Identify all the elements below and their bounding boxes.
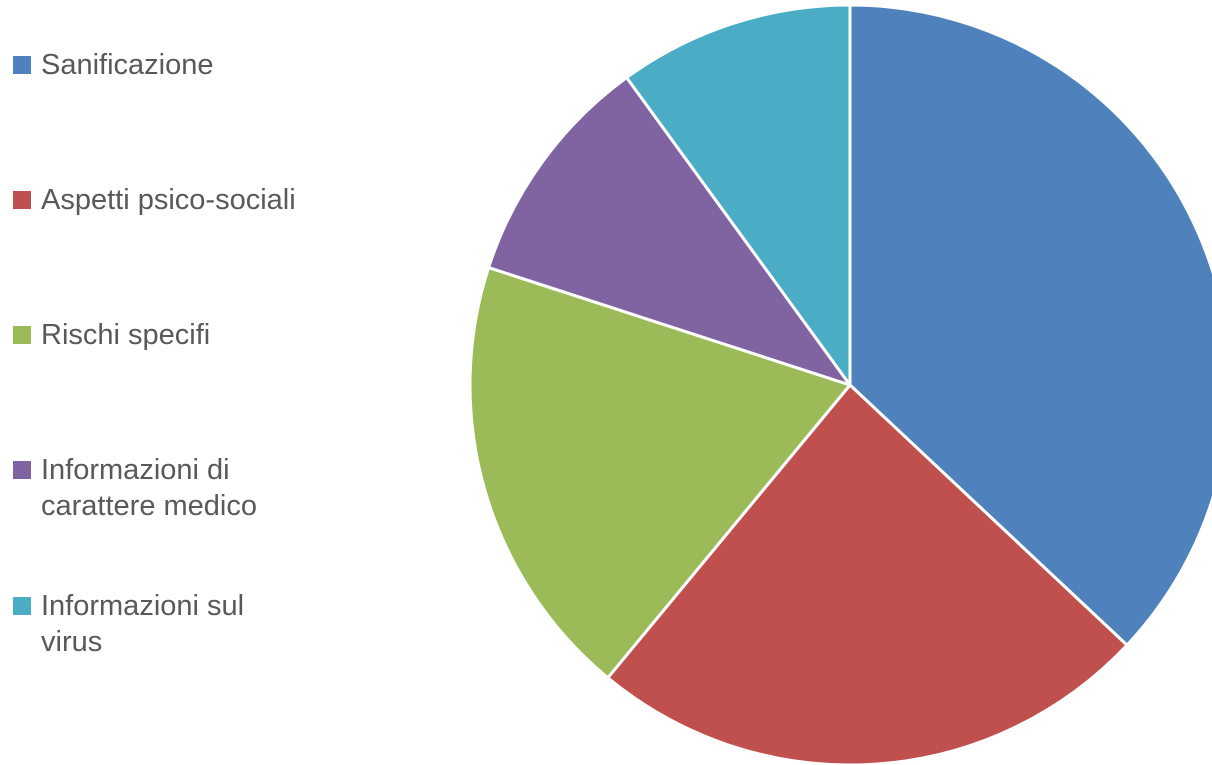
legend-label-sanificazione: Sanificazione	[41, 49, 214, 81]
pie-slice-informazioni-di-carattere-medico	[487, 76, 852, 387]
legend-label-rischi-specifi: Rischi specifi	[41, 319, 211, 351]
legend-swatch-rischi-specifi	[13, 326, 31, 344]
legend-swatch-informazioni-sul-virus	[13, 597, 31, 615]
pie-slice-sanificazione	[848, 3, 1212, 647]
legend-item-aspetti-psico-sociali: Aspetti psico-sociali	[13, 182, 296, 218]
legend-item-rischi-specifi: Rischi specifi	[13, 317, 210, 353]
legend-item-sanificazione: Sanificazione	[13, 47, 214, 83]
legend-swatch-aspetti-psico-sociali	[13, 191, 31, 209]
legend-label-informazioni-carattere-medico: Informazioni di carattere medico	[41, 454, 257, 522]
legend-item-informazioni-carattere-medico: Informazioni di carattere medico	[13, 452, 257, 524]
chart-legend: Sanificazione Aspetti psico-sociali Risc…	[0, 0, 440, 765]
legend-swatch-sanificazione	[13, 56, 31, 74]
legend-label-aspetti-psico-sociali: Aspetti psico-sociali	[41, 184, 296, 216]
legend-label-informazioni-sul-virus: Informazioni sul virus	[41, 590, 245, 658]
pie-slice-aspetti-psico-sociali	[606, 383, 1129, 765]
pie-slice-informazioni-sul-virus	[625, 3, 852, 387]
legend-item-informazioni-sul-virus: Informazioni sul virus	[13, 588, 244, 660]
legend-swatch-informazioni-carattere-medico	[13, 461, 31, 479]
pie-slice-rischi-specifi	[468, 266, 852, 680]
